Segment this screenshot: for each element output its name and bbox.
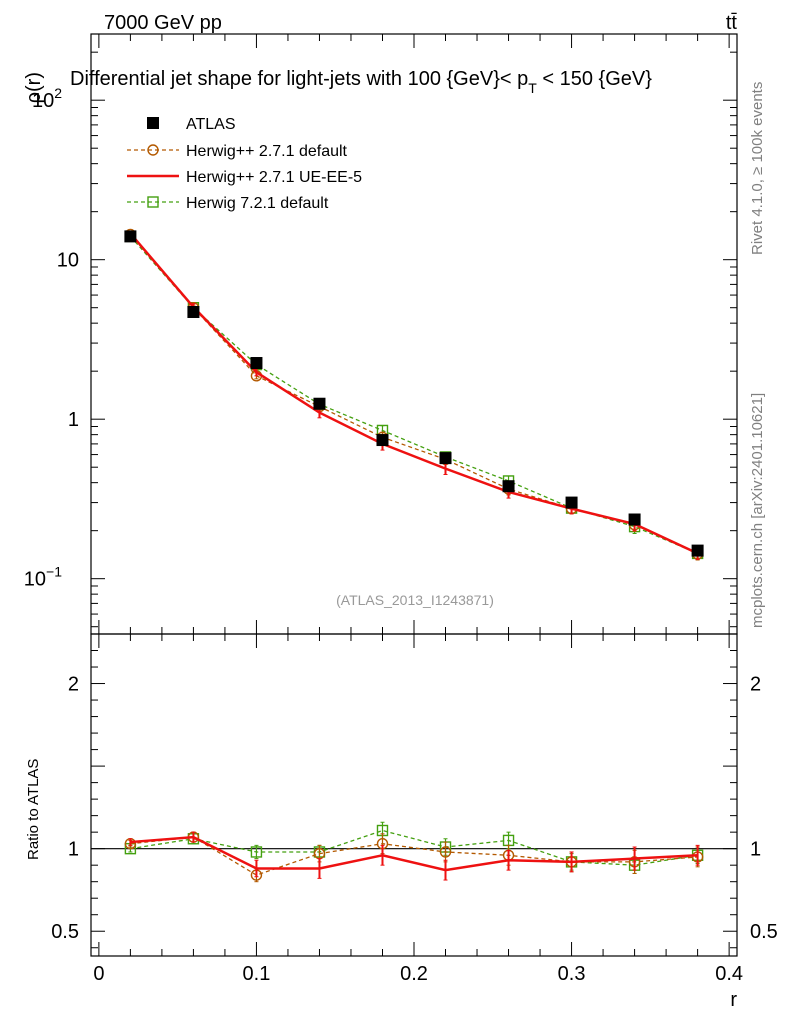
legend-atlas-label: ATLAS	[186, 116, 236, 133]
ratio-y-tick-label: 1	[68, 839, 79, 861]
x-tick-label: 0.1	[243, 963, 271, 985]
main-atlas-point	[439, 452, 452, 465]
legend-entry-herwigpp-ueee5: Herwig++ 2.7.1 UE-EE-5	[127, 169, 362, 186]
ratio-axes: 0 0.1 0.2 0.3 0.4 0.5 0.5 1 1 2 2	[51, 633, 778, 985]
x-tick-label: 0.4	[715, 963, 743, 985]
rivet-version-label: Rivet 4.1.0, ≥ 100k events	[749, 82, 766, 255]
main-herwigpp-ueee5-line	[129, 232, 699, 555]
plot-title-main: Differential jet shape for light-jets wi…	[70, 68, 528, 90]
ratio-herwigpp-ueee5-line	[130, 835, 698, 872]
main-y-tick-exponent: −1	[46, 564, 62, 580]
ratio-herwigpp-default-line	[130, 836, 698, 876]
main-y-tick-label: 10−1	[24, 564, 62, 591]
analysis-id-label: (ATLAS_2013_I1243871)	[336, 592, 494, 608]
legend-entry-atlas: ATLAS	[147, 116, 236, 133]
legend-herwig7-default-marker	[147, 196, 159, 208]
ratio-y-tick-label-right: 0.5	[750, 921, 778, 943]
ratio-y-tick-label-right: 2	[750, 674, 761, 696]
main-series	[124, 228, 704, 561]
main-atlas-point	[691, 544, 704, 557]
main-atlas-point	[187, 305, 200, 318]
ratio-herwig7-default-point	[250, 846, 263, 858]
legend-herwigpp-default-marker	[147, 144, 159, 156]
main-ylabel: ρ(r)	[23, 72, 45, 103]
ratio-herwigpp-default-point	[439, 846, 452, 858]
main-atlas-point	[502, 480, 515, 493]
main-atlas-point	[565, 496, 578, 509]
ratio-herwig7-default-line	[130, 829, 698, 866]
legend: ATLAS Herwig++ 2.7.1 default Herwig++ 2.…	[127, 116, 362, 212]
plot-title-subscript: T	[528, 80, 537, 96]
x-tick-label: 0.2	[400, 963, 428, 985]
main-y-tick-label: 1	[68, 409, 79, 431]
legend-herwigpp-ueee5-label: Herwig++ 2.7.1 UE-EE-5	[186, 169, 362, 186]
main-atlas-point	[313, 397, 326, 410]
plot-title-tail: < 150 {GeV}	[537, 68, 652, 90]
legend-entry-herwigpp-default: Herwig++ 2.7.1 default	[127, 143, 348, 160]
main-herwig7-default-line	[129, 235, 698, 555]
mcplots-source-label: mcplots.cern.ch [arXiv:2401.10621]	[749, 393, 766, 628]
energy-label: 7000 GeV pp	[104, 12, 222, 34]
legend-atlas-marker	[147, 117, 159, 129]
process-label: tt̄	[726, 12, 738, 34]
legend-herwigpp-default-label: Herwig++ 2.7.1 default	[186, 143, 348, 160]
main-atlas-point	[628, 513, 641, 526]
main-y-tick-exponent: 2	[54, 85, 62, 101]
main-atlas-point	[250, 357, 263, 370]
legend-entry-herwig7-default: Herwig 7.2.1 default	[127, 195, 329, 212]
ratio-panel-frame	[90, 633, 738, 957]
main-y-tick-label: 10	[57, 250, 79, 272]
ratio-series	[124, 821, 704, 883]
x-tick-label: 0.3	[558, 963, 586, 985]
ratio-y-tick-label-right: 1	[750, 839, 761, 861]
ratio-ylabel: Ratio to ATLAS	[25, 759, 42, 860]
ratio-y-tick-label: 0.5	[51, 921, 79, 943]
main-atlas-point	[376, 434, 389, 447]
xlabel: r	[730, 989, 737, 1011]
main-atlas-point	[124, 230, 137, 243]
legend-herwig7-default-label: Herwig 7.2.1 default	[186, 195, 329, 212]
x-tick-label: 0	[93, 963, 104, 985]
main-herwigpp-default-line	[129, 234, 698, 555]
plot-title: Differential jet shape for light-jets wi…	[70, 68, 652, 96]
ratio-y-tick-label: 2	[68, 674, 79, 696]
